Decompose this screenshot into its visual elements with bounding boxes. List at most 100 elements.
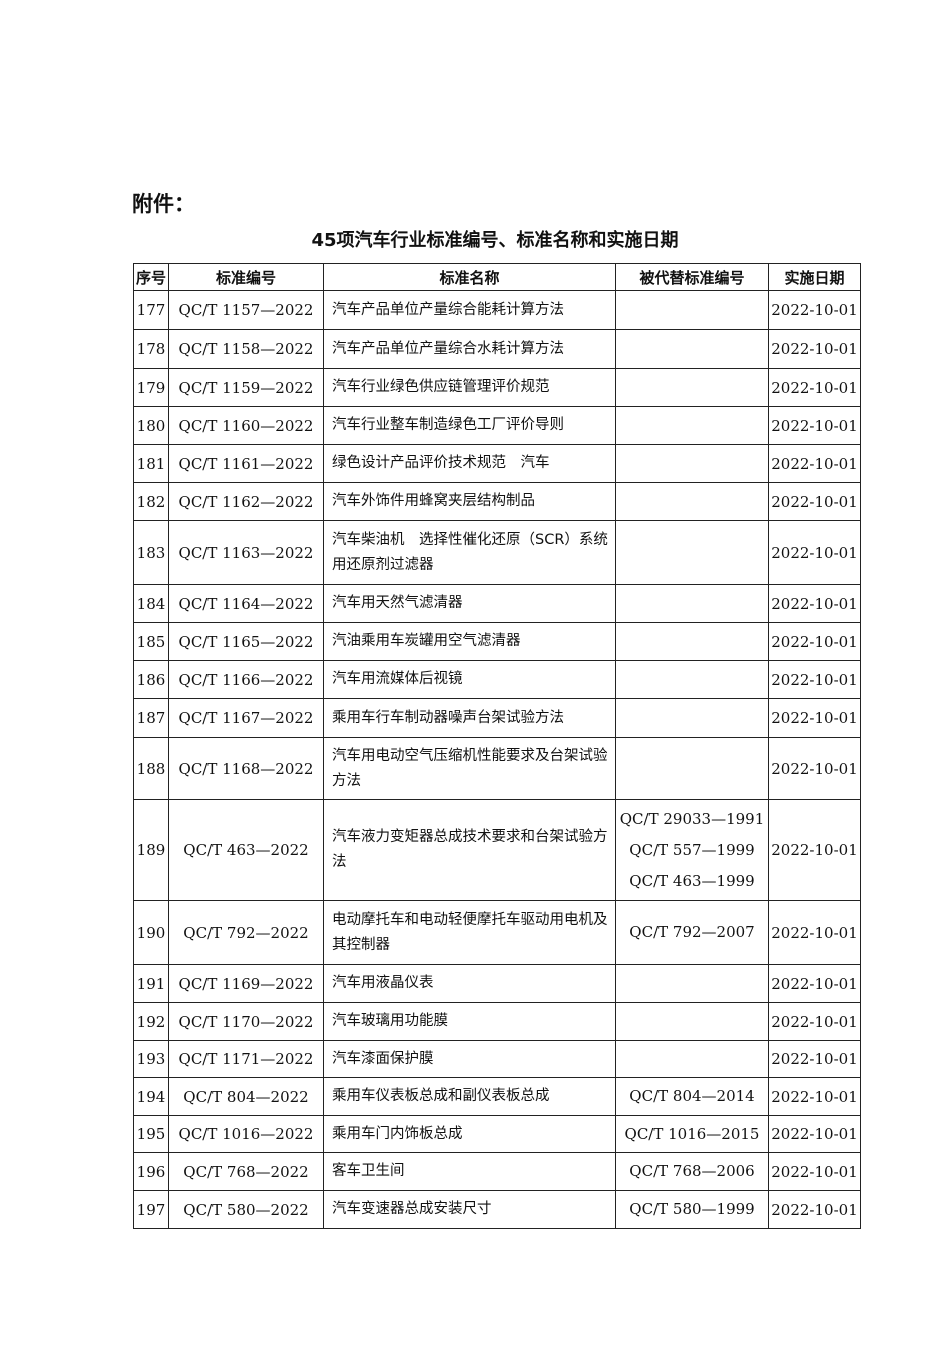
effective-date: 2022-10-01	[768, 1077, 861, 1116]
standard-name: 乘用车仪表板总成和副仪表板总成	[323, 1077, 616, 1116]
row-no: 192	[133, 1002, 169, 1041]
effective-date: 2022-10-01	[768, 1152, 861, 1191]
standard-name: 汽车用电动空气压缩机性能要求及台架试验方法	[323, 737, 616, 800]
standard-code: QC/T 1169—2022	[168, 964, 324, 1003]
table-row: 189 QC/T 463—2022 汽车液力变矩器总成技术要求和台架试验方法 QC/T…	[133, 799, 861, 901]
standard-name: 乘用车门内饰板总成	[323, 1115, 616, 1153]
replaced-codes: QC/T 792—2007	[615, 900, 769, 965]
row-no: 194	[133, 1077, 169, 1116]
standard-name: 绿色设计产品评价技术规范 汽车	[323, 444, 616, 483]
row-no: 196	[133, 1152, 169, 1191]
row-no: 179	[133, 368, 169, 407]
table-row: 184 QC/T 1164—2022 汽车用天然气滤清器 2022-10-01	[133, 584, 861, 623]
replaced-codes	[615, 444, 769, 483]
effective-date: 2022-10-01	[768, 660, 861, 699]
replaced-codes	[615, 660, 769, 699]
standard-code: QC/T 1016—2022	[168, 1115, 324, 1153]
effective-date: 2022-10-01	[768, 1040, 861, 1078]
standard-name: 汽车用天然气滤清器	[323, 584, 616, 623]
row-no: 180	[133, 406, 169, 445]
table-row: 178 QC/T 1158—2022 汽车产品单位产量综合水耗计算方法 2022-10…	[133, 329, 861, 369]
table-row: 181 QC/T 1161—2022 绿色设计产品评价技术规范 汽车 2022-10-…	[133, 444, 861, 483]
table-row: 185 QC/T 1165—2022 汽油乘用车炭罐用空气滤清器 2022-10-01	[133, 622, 861, 661]
table-row: 193 QC/T 1171—2022 汽车漆面保护膜 2022-10-01	[133, 1040, 861, 1078]
replaced-codes: QC/T 768—2006	[615, 1152, 769, 1191]
standard-code: QC/T 1160—2022	[168, 406, 324, 445]
replaced-code: QC/T 557—1999	[629, 840, 755, 859]
standard-name: 汽油乘用车炭罐用空气滤清器	[323, 622, 616, 661]
standard-code: QC/T 1168—2022	[168, 737, 324, 800]
effective-date: 2022-10-01	[768, 482, 861, 521]
row-no: 187	[133, 698, 169, 738]
table-body: 177 QC/T 1157—2022 汽车产品单位产量综合能耗计算方法 2022-10…	[133, 290, 861, 1229]
table-row: 177 QC/T 1157—2022 汽车产品单位产量综合能耗计算方法 2022-10…	[133, 290, 861, 330]
row-no: 193	[133, 1040, 169, 1078]
standard-name: 汽车产品单位产量综合能耗计算方法	[323, 290, 616, 330]
replaced-codes	[615, 737, 769, 800]
table-row: 190 QC/T 792—2022 电动摩托车和电动轻便摩托车驱动用电机及其控制器 Q…	[133, 900, 861, 965]
table-header-row: 序号 标准编号 标准名称 被代替标准编号 实施日期	[133, 263, 861, 291]
standard-name: 汽车行业绿色供应链管理评价规范	[323, 368, 616, 407]
replaced-code: QC/T 804—2014	[629, 1087, 755, 1105]
standard-name: 汽车液力变矩器总成技术要求和台架试验方法	[323, 799, 616, 901]
standard-name: 汽车漆面保护膜	[323, 1040, 616, 1078]
replaced-codes: QC/T 580—1999	[615, 1190, 769, 1229]
row-no: 195	[133, 1115, 169, 1153]
table-row: 194 QC/T 804—2022 乘用车仪表板总成和副仪表板总成 QC/T 804—…	[133, 1077, 861, 1116]
table-row: 191 QC/T 1169—2022 汽车用液晶仪表 2022-10-01	[133, 964, 861, 1003]
replaced-codes	[615, 964, 769, 1003]
replaced-code: QC/T 29033—1991	[619, 809, 765, 828]
effective-date: 2022-10-01	[768, 1002, 861, 1041]
row-no: 197	[133, 1190, 169, 1229]
table-row: 182 QC/T 1162—2022 汽车外饰件用蜂窝夹层结构制品 2022-10-0…	[133, 482, 861, 521]
header-replaced: 被代替标准编号	[615, 263, 769, 291]
standard-code: QC/T 1170—2022	[168, 1002, 324, 1041]
standard-code: QC/T 792—2022	[168, 900, 324, 965]
replaced-code: QC/T 792—2007	[629, 923, 755, 941]
standard-code: QC/T 768—2022	[168, 1152, 324, 1191]
standard-code: QC/T 1171—2022	[168, 1040, 324, 1078]
header-code: 标准编号	[168, 263, 324, 291]
standard-name: 电动摩托车和电动轻便摩托车驱动用电机及其控制器	[323, 900, 616, 965]
replaced-codes: QC/T 804—2014	[615, 1077, 769, 1116]
effective-date: 2022-10-01	[768, 368, 861, 407]
effective-date: 2022-10-01	[768, 900, 861, 965]
document-title: 45项汽车行业标准编号、标准名称和实施日期	[311, 230, 679, 251]
standard-code: QC/T 463—2022	[168, 799, 324, 901]
standard-code: QC/T 1165—2022	[168, 622, 324, 661]
standard-code: QC/T 1163—2022	[168, 520, 324, 585]
attachment-label: 附件：	[132, 192, 195, 216]
row-no: 186	[133, 660, 169, 699]
row-no: 188	[133, 737, 169, 800]
replaced-codes	[615, 698, 769, 738]
table-row: 195 QC/T 1016—2022 乘用车门内饰板总成 QC/T 1016—2015…	[133, 1115, 861, 1153]
replaced-code: QC/T 463—1999	[629, 871, 755, 890]
standard-name: 乘用车行车制动器噪声台架试验方法	[323, 698, 616, 738]
replaced-codes	[615, 520, 769, 585]
standard-code: QC/T 1157—2022	[168, 290, 324, 330]
header-no: 序号	[133, 263, 169, 291]
row-no: 185	[133, 622, 169, 661]
effective-date: 2022-10-01	[768, 698, 861, 738]
effective-date: 2022-10-01	[768, 964, 861, 1003]
standard-name: 汽车产品单位产量综合水耗计算方法	[323, 329, 616, 369]
replaced-codes: QC/T 29033—1991 QC/T 557—1999 QC/T 463—199…	[615, 799, 769, 901]
row-no: 182	[133, 482, 169, 521]
row-no: 189	[133, 799, 169, 901]
replaced-codes	[615, 290, 769, 330]
standard-code: QC/T 1166—2022	[168, 660, 324, 699]
standard-name: 汽车外饰件用蜂窝夹层结构制品	[323, 482, 616, 521]
table-row: 187 QC/T 1167—2022 乘用车行车制动器噪声台架试验方法 2022-10…	[133, 698, 861, 738]
standard-name: 汽车柴油机 选择性催化还原（SCR）系统用还原剂过滤器	[323, 520, 616, 585]
standard-code: QC/T 1164—2022	[168, 584, 324, 623]
replaced-codes	[615, 406, 769, 445]
standard-code: QC/T 1161—2022	[168, 444, 324, 483]
standard-name: 汽车行业整车制造绿色工厂评价导则	[323, 406, 616, 445]
effective-date: 2022-10-01	[768, 290, 861, 330]
standard-name: 汽车变速器总成安装尺寸	[323, 1190, 616, 1229]
table-row: 196 QC/T 768—2022 客车卫生间 QC/T 768—2006 2022-1…	[133, 1152, 861, 1191]
effective-date: 2022-10-01	[768, 406, 861, 445]
replaced-codes	[615, 482, 769, 521]
effective-date: 2022-10-01	[768, 584, 861, 623]
table-row: 179 QC/T 1159—2022 汽车行业绿色供应链管理评价规范 2022-10-…	[133, 368, 861, 407]
